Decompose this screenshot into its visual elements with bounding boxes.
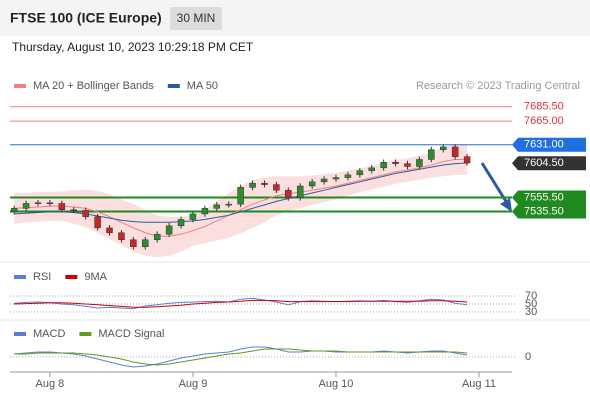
interval-label[interactable]: 30 MIN [177,11,216,25]
interval-button[interactable] [170,7,222,30]
candle-body [428,149,435,160]
candle-body [344,174,352,178]
candle-body [261,182,268,185]
level-label: 7555.50 [524,191,564,203]
indicator-line [14,348,468,366]
legend-label: MACD [33,328,65,340]
candle-body [440,146,447,150]
header-bar [0,0,590,36]
candle-body [46,202,54,205]
candle-body [380,162,387,169]
x-tick-label: Aug 8 [36,378,65,390]
candle-body [368,167,375,171]
candle-body [273,184,280,191]
candle-body [130,239,137,247]
legend-label: 9MA [84,271,107,283]
y-tick-label: 0 [525,351,531,363]
candle-body [82,210,89,217]
candle-body [308,181,316,187]
ma-line [14,158,468,237]
candle-body [70,209,78,211]
candle-body [404,163,411,167]
candle-body [237,187,244,205]
legend-label: MACD Signal [98,328,164,340]
candle-body [106,227,113,234]
legend-label: MA 50 [187,80,218,92]
candle-body [177,219,185,227]
y-tick-label: 50 [525,298,537,310]
legend-swatch [14,332,26,336]
x-tick-label: Aug 11 [462,378,496,390]
level-box [512,204,586,219]
legend-swatch [65,275,78,279]
legend-swatch [14,275,26,279]
candle-body [153,233,161,241]
candle-body [165,225,173,235]
candle-body [22,203,30,209]
candle-body [320,178,328,183]
level-box [512,156,586,171]
candle-body [225,203,232,206]
datetime: Thursday, August 10, 2023 10:29:18 PM CE… [12,40,254,54]
candle-body [34,202,42,205]
candle-body [285,189,292,199]
candle-body [118,232,125,241]
candle-body [213,204,221,209]
candle-body [142,239,149,247]
forecast-arrowhead [500,198,512,212]
candle-body [463,156,471,164]
legend-swatch [167,84,180,88]
x-tick-label: Aug 9 [179,378,208,390]
candle-body [249,182,256,188]
title: FTSE 100 (ICE Europe) [10,10,162,26]
level-label: 7604.50 [524,157,564,169]
legend-swatch [14,84,26,88]
level-box [512,190,586,205]
candle-body [189,213,197,220]
candle-body [392,162,399,164]
y-tick-label: 30 [525,306,537,318]
watermark: Research © 2023 Trading Central [416,80,580,92]
candle-body [416,159,423,167]
indicator-line [14,299,468,308]
level-label: 7665.00 [524,115,564,127]
level-label: 7631.00 [524,139,564,151]
ma-line [14,162,468,223]
legend-label: RSI [33,271,51,283]
candle-body [332,177,340,180]
legend-swatch [79,332,92,336]
candle-body [356,170,364,176]
level-label: 7685.50 [524,101,564,113]
candle-body [58,203,66,210]
legend-label: MA 20 + Bollinger Bands [33,80,154,92]
level-label: 7535.50 [524,205,564,217]
candle-body [94,216,101,229]
forecast-arrow [480,162,509,204]
candle-body [296,185,304,199]
candle-body [451,146,459,157]
x-tick-label: Aug 10 [319,378,354,390]
level-box [512,137,586,152]
candle-body [10,208,18,213]
candle-body [201,208,209,215]
y-tick-label: 70 [525,290,537,302]
